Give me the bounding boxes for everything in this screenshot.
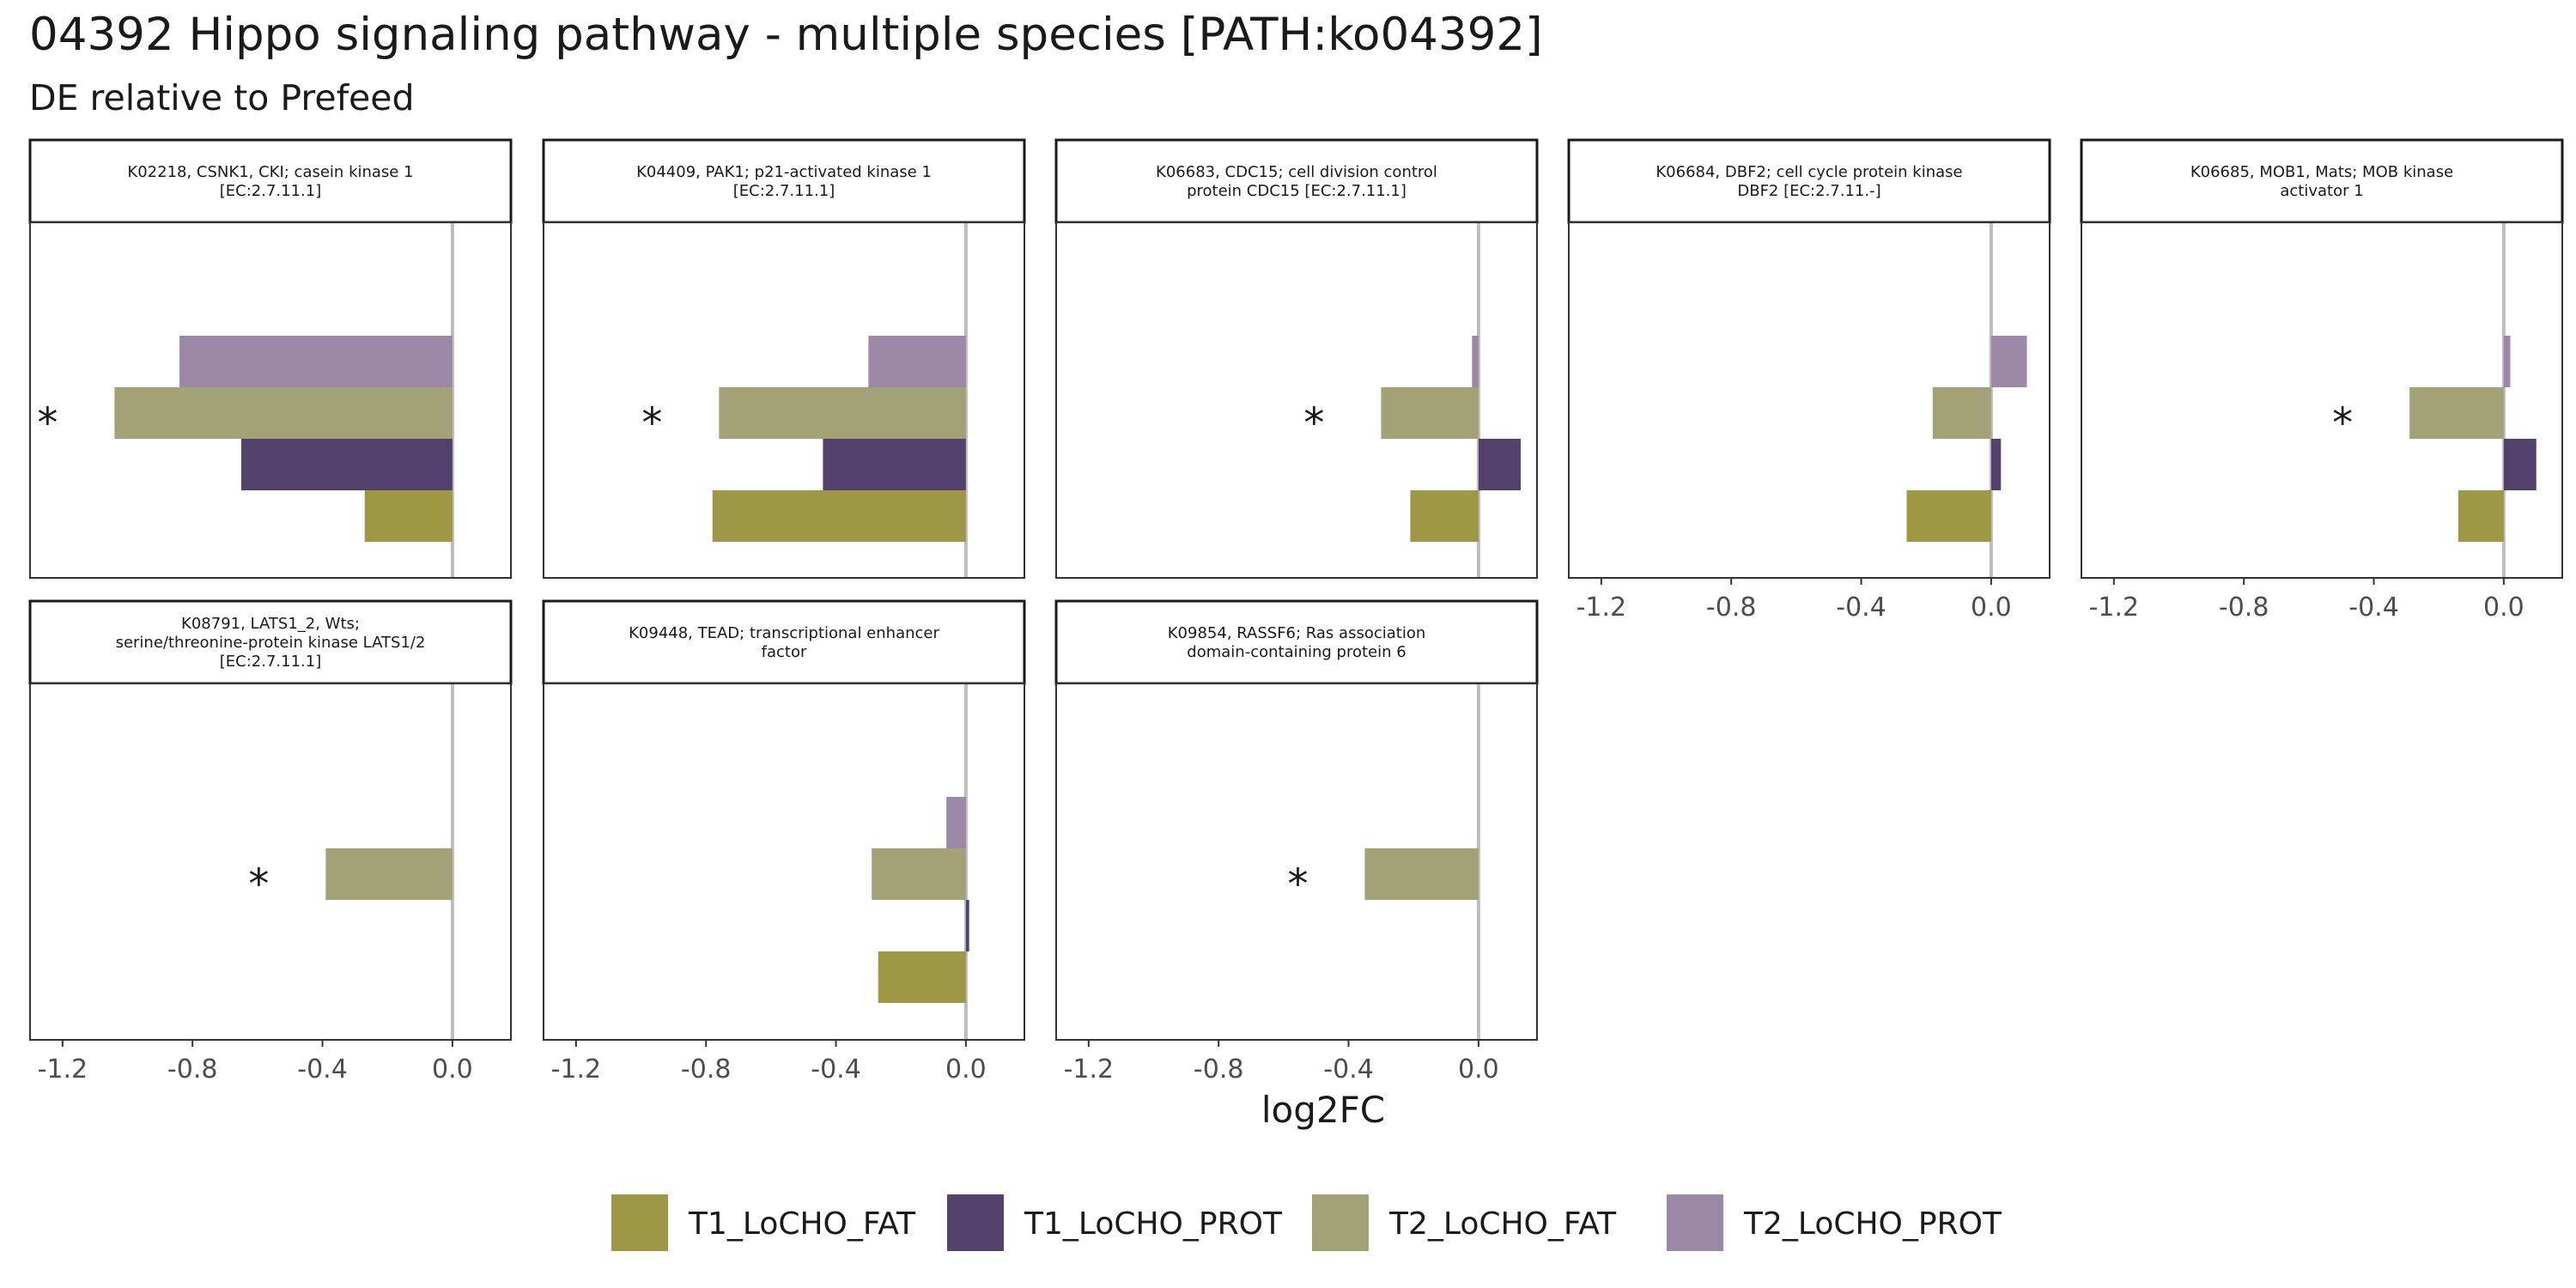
facet-strip	[1054, 138, 1539, 224]
legend-label: T1_LoCHO_FAT	[688, 1206, 916, 1242]
facet-strip-label: K04409, PAK1; p21-activated kinase 1 [EC:…	[636, 163, 932, 200]
facet-panel: K09448, TEAD; transcriptional enhancer fa…	[542, 599, 1026, 1084]
x-tick-label: 0.0	[1971, 592, 2012, 623]
bar-t1-locho-fat	[878, 951, 966, 1003]
facet-strip	[1567, 138, 2051, 224]
x-tick-label: 0.0	[945, 1054, 987, 1084]
facet-panel: K06685, MOB1, Mats; MOB kinase activator …	[2080, 138, 2564, 623]
legend-item: T1_LoCHO_FAT	[611, 1194, 916, 1251]
facet-strip-label: K06685, MOB1, Mats; MOB kinase activator …	[2190, 163, 2453, 200]
x-tick-label: -1.2	[38, 1054, 88, 1084]
legend-key	[1667, 1194, 1723, 1251]
facet-panel: K08791, LATS1_2, Wts; serine/threonine-pr…	[28, 599, 513, 1084]
bar-t2-locho-prot	[946, 797, 966, 848]
bar-t2-locho-prot	[2503, 336, 2511, 387]
x-tick-label: -0.8	[1194, 1054, 1244, 1084]
x-tick-label: -1.2	[1577, 592, 1627, 623]
x-tick-label: -1.2	[551, 1054, 602, 1084]
x-tick-label: 0.0	[2483, 592, 2524, 623]
legend-label: T1_LoCHO_PROT	[1024, 1206, 1283, 1242]
facet-strip	[1054, 599, 1539, 685]
x-tick-label: 0.0	[1458, 1054, 1499, 1084]
bar-t2-locho-fat	[1364, 848, 1479, 900]
bar-t2-locho-fat	[325, 848, 453, 900]
bar-t1-locho-fat	[1906, 490, 1991, 542]
bar-t2-locho-fat	[1932, 387, 1991, 439]
legend-item: T2_LoCHO_FAT	[1312, 1194, 1617, 1251]
bar-t1-locho-prot	[1478, 439, 1522, 490]
chart-subtitle: DE relative to Prefeed	[29, 77, 414, 118]
x-tick-label: -0.4	[2348, 592, 2399, 623]
legend-label: T2_LoCHO_PROT	[1743, 1206, 2002, 1242]
x-tick-label: -0.8	[681, 1054, 732, 1084]
facet-strip	[2080, 138, 2564, 224]
bar-t1-locho-fat	[712, 490, 966, 542]
bar-t1-locho-fat	[364, 490, 453, 542]
x-tick-label: -0.8	[167, 1054, 218, 1084]
bar-t2-locho-prot	[1990, 336, 2027, 387]
bar-t1-locho-fat	[2458, 490, 2504, 542]
bar-t1-locho-prot	[2503, 439, 2537, 490]
facet-strip-label: K09448, TEAD; transcriptional enhancer fa…	[629, 624, 939, 661]
x-tick-label: -0.4	[1836, 592, 1886, 623]
bar-t1-locho-prot	[240, 439, 453, 490]
bar-t2-locho-fat	[719, 387, 966, 439]
legend-item: T1_LoCHO_PROT	[947, 1194, 1283, 1251]
bar-t2-locho-fat	[2409, 387, 2504, 439]
significance-marker: *	[37, 399, 58, 447]
legend-key	[1312, 1194, 1369, 1251]
bar-t2-locho-fat	[114, 387, 453, 439]
legend-label: T2_LoCHO_FAT	[1388, 1206, 1617, 1242]
significance-marker: *	[248, 860, 269, 908]
significance-marker: *	[2332, 399, 2353, 447]
facet-panels: K02218, CSNK1, CKI; casein kinase 1 [EC:2…	[28, 138, 2564, 1084]
facet-strip-label: K08791, LATS1_2, Wts; serine/threonine-pr…	[116, 615, 426, 671]
facet-strip-label: K02218, CSNK1, CKI; casein kinase 1 [EC:2…	[127, 163, 413, 200]
bar-t1-locho-prot	[823, 439, 966, 490]
x-tick-label: -0.8	[1706, 592, 1757, 623]
legend-item: T2_LoCHO_PROT	[1667, 1194, 2002, 1251]
bar-t2-locho-prot	[868, 336, 966, 387]
facet-panel: K02218, CSNK1, CKI; casein kinase 1 [EC:2…	[28, 138, 513, 579]
x-tick-label: -0.4	[811, 1054, 861, 1084]
significance-marker: *	[1287, 860, 1308, 908]
facet-strip	[28, 138, 513, 224]
x-tick-label: -0.8	[2219, 592, 2269, 623]
bar-t1-locho-prot	[1990, 439, 2002, 490]
bar-t2-locho-fat	[1381, 387, 1479, 439]
facet-panel: K09854, RASSF6; Ras association domain-co…	[1054, 599, 1539, 1084]
facet-strip-label: K06684, DBF2; cell cycle protein kinase D…	[1656, 163, 1962, 200]
chart-title: 04392 Hippo signaling pathway - multiple…	[29, 9, 1543, 61]
bar-t1-locho-fat	[1410, 490, 1479, 542]
bar-t2-locho-fat	[872, 848, 966, 900]
x-axis-label: log2FC	[1261, 1089, 1385, 1131]
legend-key	[611, 1194, 668, 1251]
legend: T1_LoCHO_FAT T1_LoCHO_PROT T2_LoCHO_FAT T2_…	[611, 1194, 2002, 1251]
legend-key	[947, 1194, 1004, 1251]
facet-panel: K06684, DBF2; cell cycle protein kinase D…	[1567, 138, 2051, 623]
facet-strip	[542, 138, 1026, 224]
x-tick-label: -1.2	[1064, 1054, 1115, 1084]
facet-strip	[542, 599, 1026, 685]
facet-strip-label: K09854, RASSF6; Ras association domain-co…	[1168, 624, 1426, 661]
bar-t2-locho-prot	[179, 336, 453, 387]
facet-panel: K04409, PAK1; p21-activated kinase 1 [EC:…	[542, 138, 1026, 579]
significance-marker: *	[641, 399, 662, 447]
facet-panel: K06683, CDC15; cell division control prot…	[1054, 138, 1539, 579]
bar-t1-locho-prot	[965, 900, 969, 951]
x-tick-label: -1.2	[2089, 592, 2140, 623]
significance-marker: *	[1303, 399, 1324, 447]
x-tick-label: 0.0	[432, 1054, 473, 1084]
x-tick-label: -0.4	[297, 1054, 348, 1084]
x-tick-label: -0.4	[1323, 1054, 1374, 1084]
facet-strip-label: K06683, CDC15; cell division control prot…	[1156, 163, 1437, 200]
bar-t2-locho-prot	[1472, 336, 1479, 387]
